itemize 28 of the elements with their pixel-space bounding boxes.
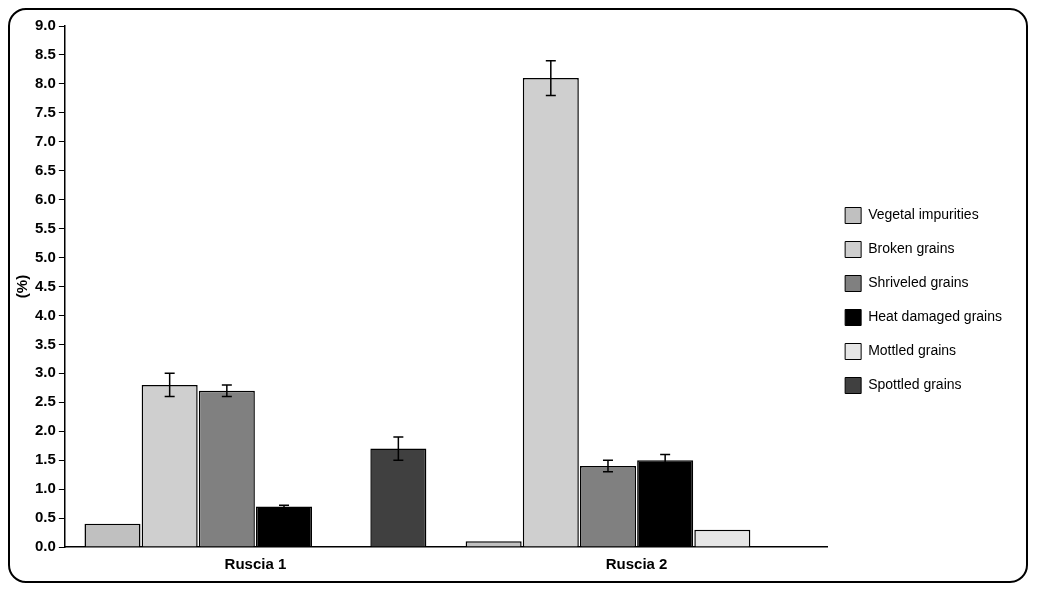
y-tick-label: 9.0 [34, 16, 56, 34]
y-tick-label: 4.5 [34, 276, 56, 294]
y-tick-label: 0.5 [34, 508, 56, 526]
y-tick-label: 3.5 [34, 334, 56, 352]
y-tick-label: 4.0 [34, 305, 56, 323]
y-tick-label: 7.5 [34, 102, 56, 120]
y-tick-label: 3.0 [34, 363, 56, 381]
legend-label: Spottled grains [868, 376, 962, 393]
y-tick-label: 8.0 [34, 74, 56, 92]
y-tick-label: 2.0 [34, 421, 56, 439]
y-tick-label: 1.5 [34, 450, 56, 468]
y-tick-label: 5.0 [34, 247, 56, 265]
legend-label: Broken grains [868, 240, 955, 257]
x-tick-label: Ruscia 1 [224, 555, 287, 573]
legend-label: Vegetal impurities [868, 206, 979, 223]
y-tick-label: 6.5 [34, 160, 56, 178]
y-tick-label: 8.5 [34, 45, 56, 63]
x-tick-label: Ruscia 2 [605, 555, 668, 573]
y-tick-label: 1.0 [34, 479, 56, 497]
y-tick-label: 7.0 [34, 131, 56, 149]
y-tick-label: 5.5 [34, 218, 56, 236]
legend-label: Shriveled grains [868, 274, 969, 291]
legend-label: Mottled grains [868, 342, 957, 359]
y-tick-label: 6.0 [34, 189, 56, 207]
y-tick-label: 0.0 [34, 537, 56, 555]
legend-label: Heat damaged grains [868, 308, 1003, 325]
y-axis-title: (%) [13, 274, 31, 299]
y-tick-label: 2.5 [34, 392, 56, 410]
